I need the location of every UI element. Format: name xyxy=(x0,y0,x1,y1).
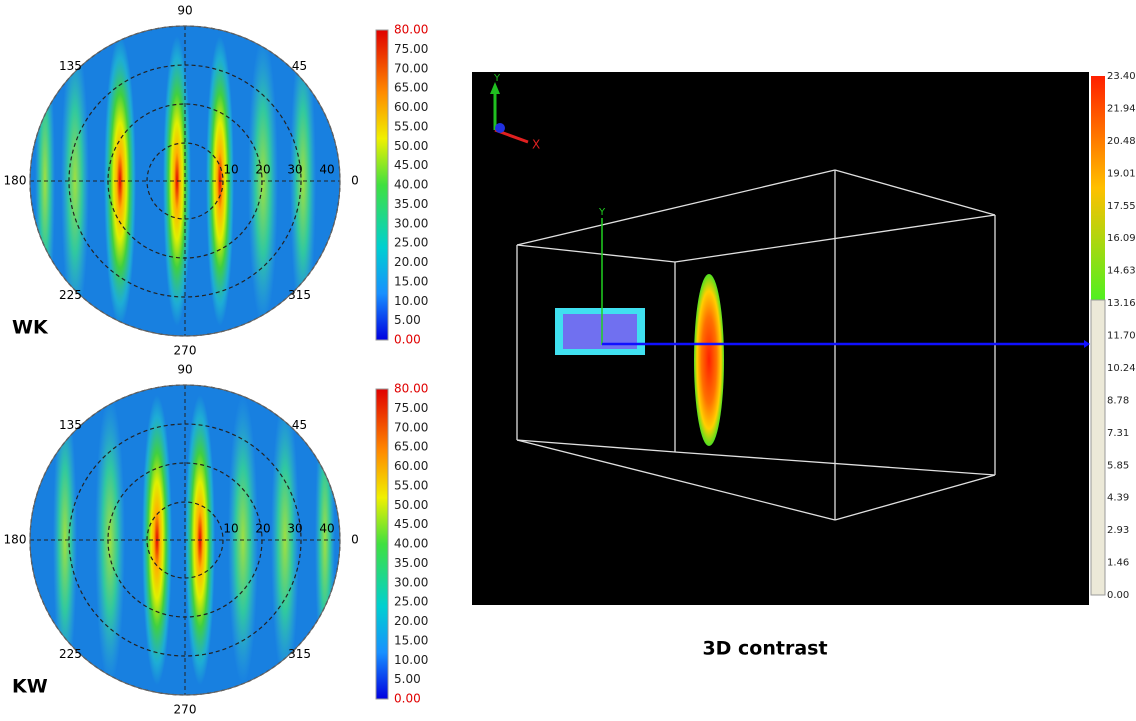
colorbar-label: 45.00 xyxy=(394,158,428,172)
box-edge xyxy=(834,169,996,216)
colorbar-label: 50.00 xyxy=(394,139,428,153)
colorbar-label: 2.93 xyxy=(1107,525,1129,536)
colorbar-label: 40.00 xyxy=(394,537,428,551)
colorbar-label: 25.00 xyxy=(394,595,428,609)
colorbar-label: 30.00 xyxy=(394,216,428,230)
triad-y-head xyxy=(490,82,500,94)
box-edge xyxy=(516,244,676,263)
radial-label: 20 xyxy=(255,163,270,177)
intensity-band xyxy=(104,36,136,326)
colorbar-lower xyxy=(1090,299,1106,596)
box-edge xyxy=(516,439,836,521)
colorbar-label: 8.78 xyxy=(1107,395,1129,406)
colorbar-label: 0.00 xyxy=(394,333,421,347)
radial-label: 30 xyxy=(287,163,302,177)
angle-label: 135 xyxy=(59,418,82,432)
triad-label-y: Y xyxy=(493,73,501,84)
colorbar-label: 40.00 xyxy=(394,178,428,192)
colorbar-label: 75.00 xyxy=(394,401,428,415)
colorbar-label: 5.85 xyxy=(1107,460,1129,471)
angle-label: 270 xyxy=(174,703,197,717)
angle-label: 45 xyxy=(292,59,307,73)
angle-label: 0 xyxy=(351,174,359,188)
angle-label: 315 xyxy=(288,647,311,661)
colorbar-label: 15.00 xyxy=(394,633,428,647)
panel-label: WK xyxy=(12,317,49,339)
angle-label: 90 xyxy=(177,363,192,377)
box-axis-label: Y xyxy=(598,207,606,218)
angle-label: 45 xyxy=(292,418,307,432)
colorbar-label: 30.00 xyxy=(394,575,428,589)
angle-label: 315 xyxy=(288,288,311,302)
colorbar-label: 19.01 xyxy=(1107,168,1136,179)
colorbar-label: 16.09 xyxy=(1107,233,1136,244)
radial-label: 10 xyxy=(223,522,238,536)
colorbar-label: 65.00 xyxy=(394,81,428,95)
colorbar-label: 14.63 xyxy=(1107,266,1136,277)
angle-label: 180 xyxy=(4,174,27,188)
colorbar-label: 65.00 xyxy=(394,440,428,454)
colorbar-label: 5.00 xyxy=(394,672,421,686)
colorbar-label: 15.00 xyxy=(394,274,428,288)
radial-label: 40 xyxy=(319,163,334,177)
colorbar-label: 10.00 xyxy=(394,294,428,308)
colorbar-label: 80.00 xyxy=(394,23,428,37)
angle-label: 225 xyxy=(59,647,82,661)
radial-label: 10 xyxy=(223,163,238,177)
angle-label: 135 xyxy=(59,59,82,73)
colorbar-label: 10.00 xyxy=(394,653,428,667)
polar-border xyxy=(29,25,341,337)
triad-label-x: X xyxy=(532,138,540,152)
colorbar-upper xyxy=(1091,76,1105,300)
colorbar-label: 10.24 xyxy=(1107,363,1136,374)
angle-label: 0 xyxy=(351,533,359,547)
colorbar-label: 20.00 xyxy=(394,614,428,628)
colorbar-label: 17.55 xyxy=(1107,201,1136,212)
angle-label: 180 xyxy=(4,533,27,547)
colorbar-label: 55.00 xyxy=(394,119,428,133)
colorbar-label: 35.00 xyxy=(394,197,428,211)
box-edge xyxy=(516,439,676,453)
colorbar-label: 45.00 xyxy=(394,517,428,531)
radial-label: 20 xyxy=(255,522,270,536)
colorbar-label: 0.00 xyxy=(394,692,421,706)
box-edge xyxy=(834,474,996,521)
colorbar-label: 50.00 xyxy=(394,498,428,512)
caption: 3D contrast xyxy=(702,638,827,660)
angle-label: 90 xyxy=(177,4,192,18)
colorbar-label: 20.48 xyxy=(1107,136,1136,147)
colorbar-label: 35.00 xyxy=(394,556,428,570)
radial-label: 40 xyxy=(319,522,334,536)
colorbar-label: 55.00 xyxy=(394,478,428,492)
colorbar-label: 11.70 xyxy=(1107,331,1136,342)
colorbar-label: 60.00 xyxy=(394,100,428,114)
colorbar-label: 75.00 xyxy=(394,42,428,56)
colorbar-label: 13.16 xyxy=(1107,298,1136,309)
radial-label: 30 xyxy=(287,522,302,536)
contrast-blob xyxy=(694,274,724,446)
colorbar-label: 60.00 xyxy=(394,459,428,473)
colorbar-label: 21.94 xyxy=(1107,103,1136,114)
polar-border xyxy=(29,384,341,696)
colorbar-label: 0.00 xyxy=(1107,590,1129,601)
colorbar-label: 25.00 xyxy=(394,236,428,250)
colorbar-label: 70.00 xyxy=(394,61,428,75)
angle-label: 270 xyxy=(174,344,197,358)
colorbar-label: 7.31 xyxy=(1107,428,1129,439)
box-edge xyxy=(516,169,836,246)
colorbar-label: 4.39 xyxy=(1107,493,1129,504)
colorbar xyxy=(375,388,389,700)
colorbar-label: 70.00 xyxy=(394,420,428,434)
panel-label: KW xyxy=(12,676,48,698)
angle-label: 225 xyxy=(59,288,82,302)
colorbar-label: 5.00 xyxy=(394,313,421,327)
triad-z xyxy=(495,123,505,133)
beam-arrow xyxy=(1084,340,1090,348)
colorbar-label: 23.40 xyxy=(1107,71,1136,82)
colorbar-label: 20.00 xyxy=(394,255,428,269)
colorbar xyxy=(375,29,389,341)
colorbar-label: 80.00 xyxy=(394,382,428,396)
colorbar-label: 1.46 xyxy=(1107,558,1129,569)
